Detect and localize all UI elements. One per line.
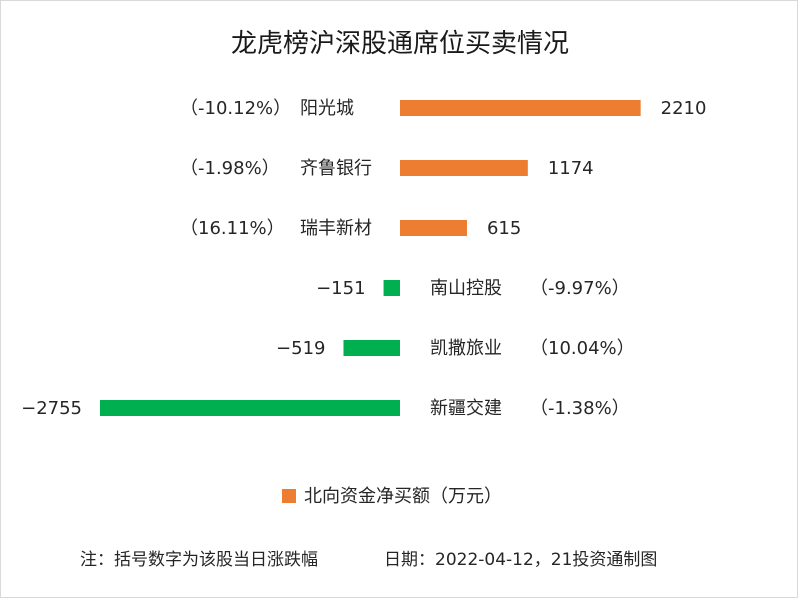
category-label: 南山控股 [430, 278, 502, 299]
bar [400, 100, 641, 116]
footer-date: 日期：2022-04-12，21投资通制图 [384, 550, 657, 570]
category-label: 新疆交建 [430, 398, 502, 419]
data-label: −519 [276, 338, 325, 359]
footer-note: 注：括号数字为该股当日涨跌幅 [80, 550, 318, 570]
legend-label: 北向资金净买额（万元） [304, 486, 502, 507]
data-label: −151 [316, 278, 365, 299]
category-label: 阳光城 [300, 98, 354, 119]
bar [400, 160, 528, 176]
change-label: （10.04%） [530, 338, 635, 359]
data-label: 2210 [661, 98, 707, 119]
data-label: 1174 [548, 158, 594, 179]
legend-swatch [282, 489, 296, 503]
category-label: 齐鲁银行 [300, 158, 372, 179]
change-label: （-10.12%） [180, 98, 291, 119]
bar [400, 220, 467, 236]
legend: 北向资金净买额（万元） [282, 486, 502, 507]
data-label: 615 [487, 218, 521, 239]
change-label: （-1.98%） [180, 158, 280, 179]
bars-layer: 2210 阳光城 （-10.12%） 1174 齐鲁银行 （-1.98%） 615 瑞丰新材 （… [21, 98, 706, 419]
change-label: （-9.97%） [530, 278, 630, 299]
change-label: （-1.38%） [530, 398, 630, 419]
data-label: −2755 [21, 398, 82, 419]
bar [343, 340, 400, 356]
bar [100, 400, 400, 416]
chart-title: 龙虎榜沪深股通席位买卖情况 [231, 29, 569, 59]
category-label: 凯撒旅业 [430, 338, 502, 359]
category-label: 瑞丰新材 [300, 218, 372, 239]
bar [383, 280, 400, 296]
change-label: （16.11%） [180, 218, 285, 239]
